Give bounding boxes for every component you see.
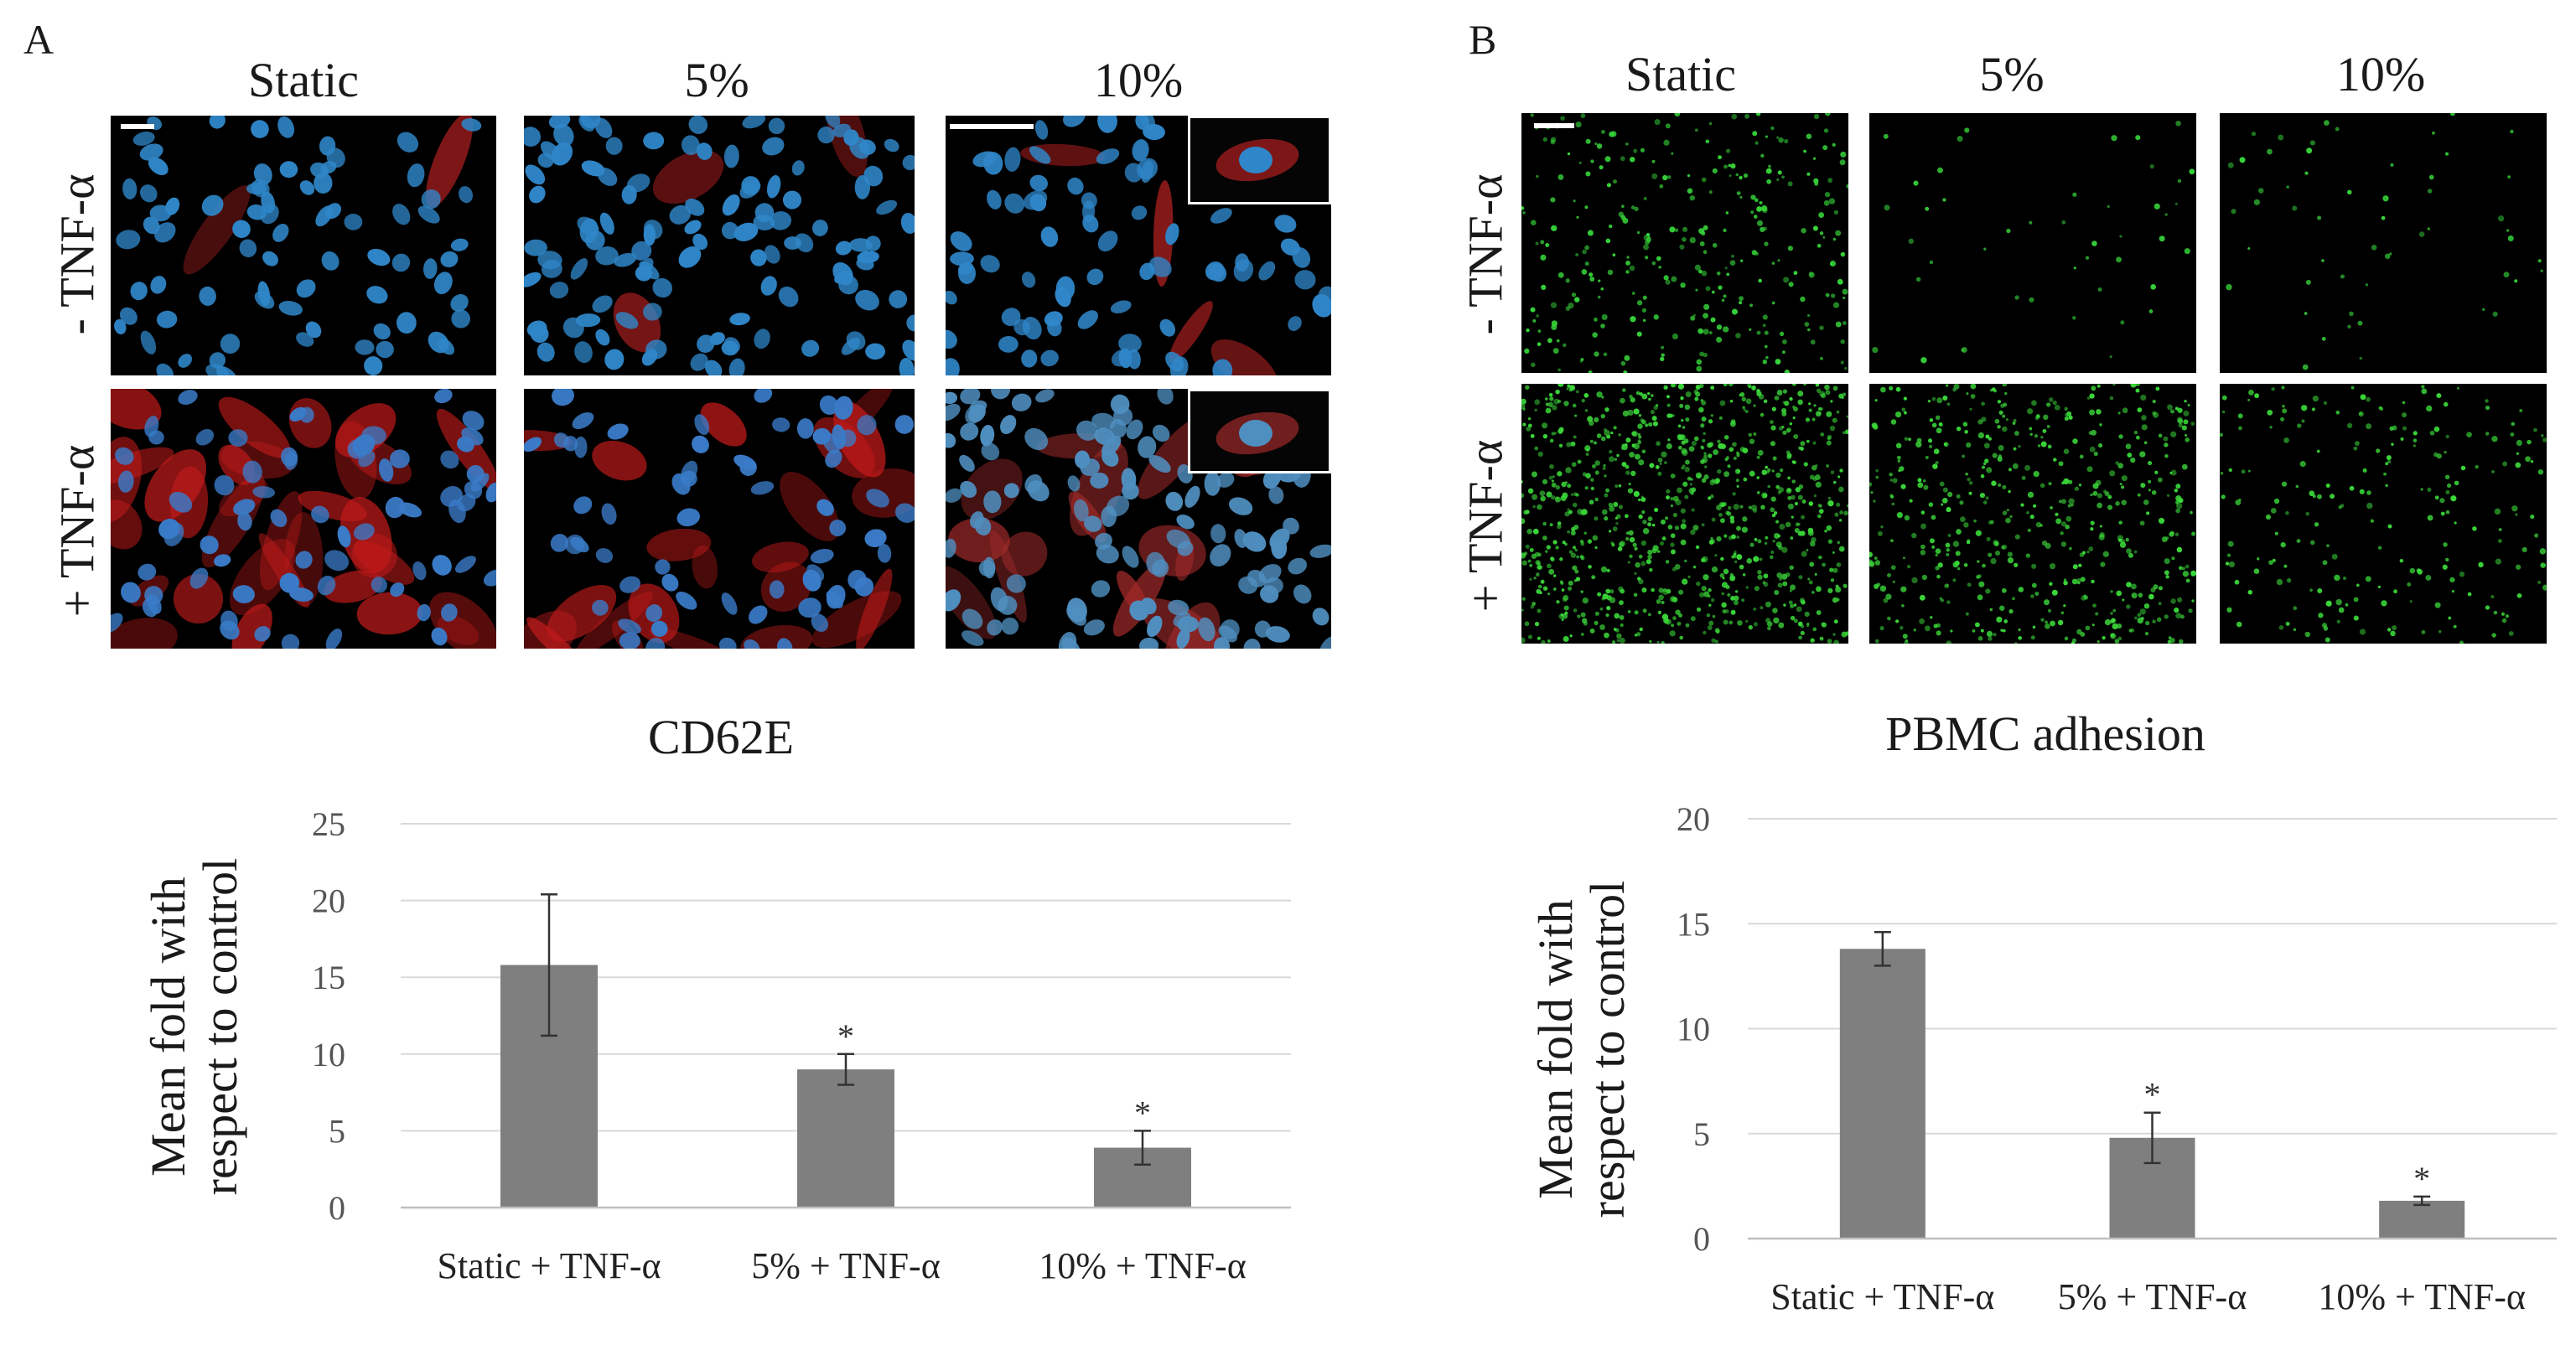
micrograph-b-plus-10 [2220,384,2547,644]
bar [1839,949,1926,1239]
micrograph-a-plus-10 [946,389,1331,649]
scale-bar [121,124,154,129]
y-tick-label: 5 [1693,1115,1710,1153]
micrograph-a-minus-static [111,116,496,375]
inset-cell-zoom [1188,116,1331,204]
micrograph-a-plus-static [111,389,496,649]
significance-marker: * [1134,1094,1151,1131]
category-label: 5% + TNF-α [751,1245,941,1286]
panel-b-col-static: Static [1625,47,1737,101]
micrograph-b-minus-5 [1869,113,2196,373]
error-bar [541,893,557,1037]
error-bar [837,1053,854,1086]
bar [2379,1200,2465,1239]
panel-b-col-5: 5% [1979,47,2045,101]
significance-marker: * [2144,1076,2161,1114]
y-tick-label: 20 [312,882,345,920]
category-label: Static + TNF-α [437,1245,661,1286]
panel-a-col-static: Static [247,53,360,107]
panel-b-letter: B [1469,16,1497,63]
category-label: 5% + TNF-α [2058,1276,2247,1317]
micrograph-b-minus-10 [2220,113,2547,373]
micrograph-b-plus-static [1521,384,1848,644]
micrograph-a-minus-5 [524,116,915,375]
error-bar [2143,1111,2161,1165]
significance-marker: * [2413,1160,2430,1198]
category-label: 10% + TNF-α [1039,1245,1247,1286]
scale-bar [950,124,1034,129]
chart-b-title: PBMC adhesion [1885,706,2205,761]
y-tick-label: 25 [312,805,345,843]
micrograph-b-plus-5 [1869,384,2196,644]
inset-cell-zoom [1188,389,1331,473]
y-tick-label: 20 [1677,800,1710,838]
bar [797,1069,894,1208]
y-tick-label: 5 [329,1112,345,1150]
error-bar [2413,1195,2431,1207]
error-bar [1874,931,1891,967]
panel-a-col-10: 10% [1093,53,1184,107]
y-tick-label: 15 [1677,905,1710,943]
category-label: 10% + TNF-α [2318,1276,2526,1317]
y-tick-label: 10 [312,1036,345,1073]
error-bar [1134,1130,1151,1166]
y-tick-label: 10 [1677,1011,1710,1048]
micrograph-b-minus-static [1521,113,1848,373]
panel-a-col-5: 5% [684,53,749,107]
panel-a-letter: A [23,16,54,63]
scale-bar [1534,123,1574,128]
category-label: Static + TNF-α [1770,1276,1994,1317]
micrograph-a-plus-5 [524,389,915,649]
panel-b-col-10: 10% [2335,47,2426,101]
y-tick-label: 0 [329,1189,345,1227]
micrograph-a-minus-10 [946,116,1331,375]
chart-a-title: CD62E [648,710,794,764]
significance-marker: * [837,1017,854,1055]
y-tick-label: 15 [312,959,345,996]
y-tick-label: 0 [1693,1220,1710,1258]
